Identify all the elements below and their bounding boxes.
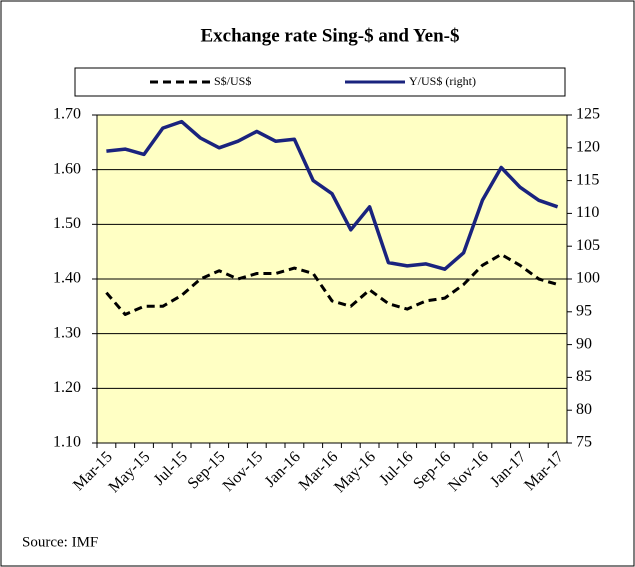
y-tick-label: 1.30 xyxy=(53,324,81,341)
y2-tick-label: 80 xyxy=(576,401,592,418)
y2-tick-label: 90 xyxy=(576,335,592,352)
y2-tick-label: 95 xyxy=(576,302,592,319)
y2-tick-label: 125 xyxy=(576,106,600,123)
y2-tick-label: 120 xyxy=(576,138,600,155)
chart-title: Exchange rate Sing-$ and Yen-$ xyxy=(201,25,460,46)
y2-tick-label: 75 xyxy=(576,434,592,451)
source: Source: IMF xyxy=(22,534,98,550)
y2-tick-label: 105 xyxy=(576,237,600,254)
plot-border xyxy=(96,114,568,444)
y2-tick-label: 115 xyxy=(576,171,599,188)
line-series xyxy=(106,119,559,271)
line-series xyxy=(105,252,559,316)
y-tick-label: 1.10 xyxy=(53,434,81,451)
y2-tick-label: 85 xyxy=(576,368,592,385)
y-tick-label: 1.50 xyxy=(53,215,81,232)
y2-tick-label: 110 xyxy=(576,204,599,221)
legend-label: Y/US$ (right) xyxy=(409,74,476,88)
y-tick-label: 1.60 xyxy=(53,160,81,177)
y2-tick-label: 100 xyxy=(576,270,600,287)
legend-label: S$/US$ xyxy=(214,74,251,88)
y-tick-label: 1.40 xyxy=(53,270,81,287)
legend-box xyxy=(74,67,566,97)
y-tick-label: 1.70 xyxy=(53,106,81,123)
y-tick-label: 1.20 xyxy=(53,379,81,396)
